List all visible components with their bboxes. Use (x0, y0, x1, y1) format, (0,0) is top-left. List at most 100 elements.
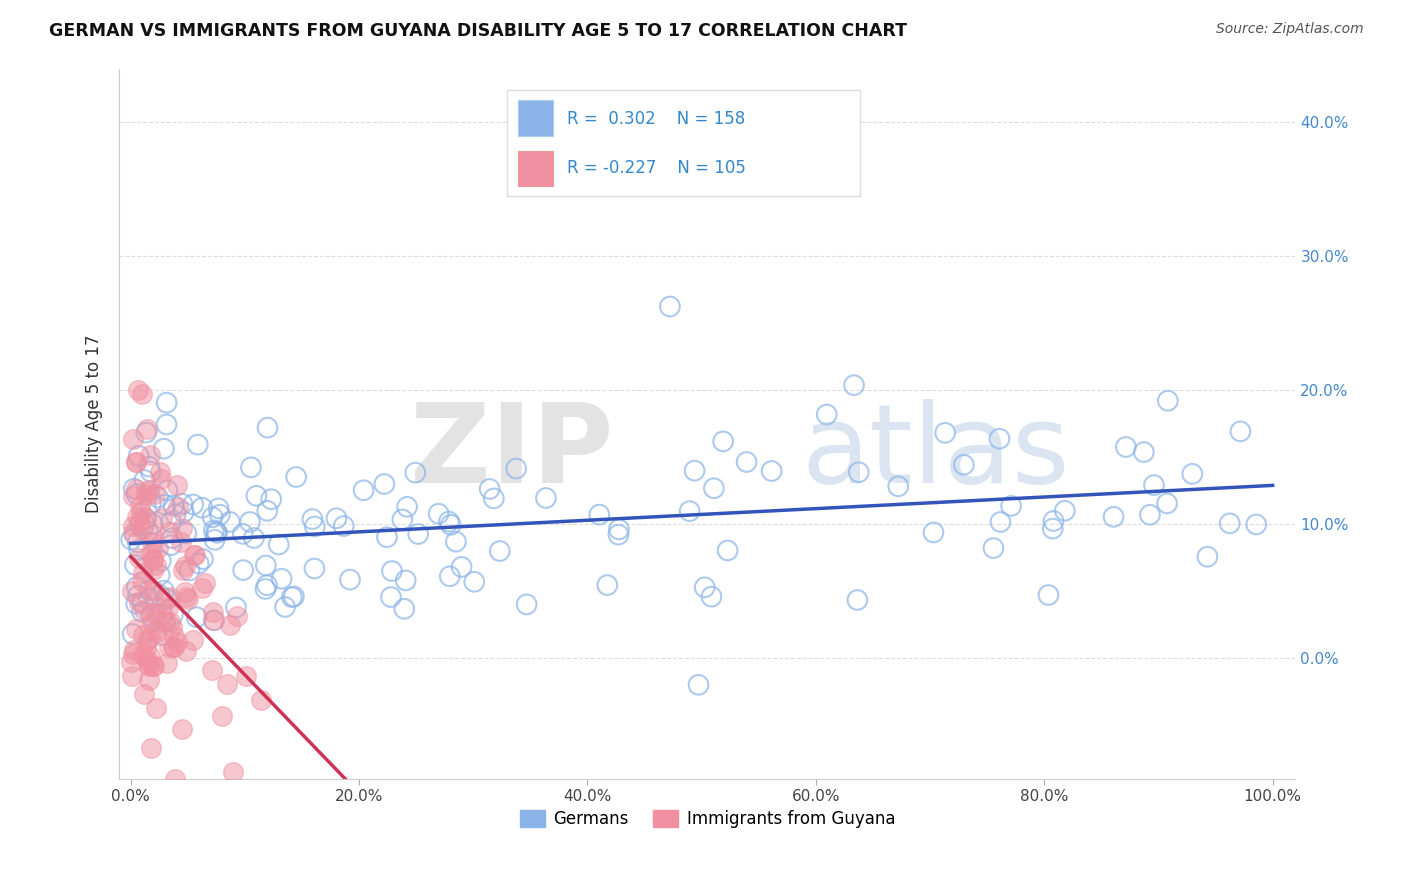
Point (450, 560, 472, 574)
Point (138, 583, 160, 598)
Point (167, 500, 190, 514)
Point (134, 511, 156, 525)
Point (444, 534, 467, 549)
Point (125, 487, 148, 501)
Point (887, 479, 910, 493)
Point (1181, 467, 1204, 481)
Point (138, 657, 160, 672)
Point (703, 481, 725, 495)
Point (145, 558, 167, 572)
Point (693, 580, 716, 594)
Point (1219, 516, 1241, 531)
Point (122, 647, 145, 661)
Point (240, 460, 263, 475)
Point (201, 605, 224, 619)
Point (208, 508, 231, 522)
Point (194, 575, 217, 590)
Point (124, 622, 146, 636)
Point (125, 455, 148, 469)
Point (121, 584, 143, 599)
Point (301, 512, 323, 526)
Point (1000, 499, 1022, 513)
Point (132, 648, 155, 662)
Point (125, 482, 148, 496)
Point (162, 531, 184, 545)
Point (131, 605, 153, 619)
Point (254, 558, 277, 573)
Point (139, 448, 162, 462)
Point (281, 590, 304, 604)
Point (846, 593, 869, 607)
Point (150, 628, 173, 642)
Point (149, 554, 172, 568)
Point (440, 517, 463, 532)
Point (658, 300, 681, 314)
Point (202, 524, 225, 538)
Point (711, 434, 734, 449)
Point (121, 627, 143, 641)
Point (138, 592, 160, 607)
Point (149, 466, 172, 480)
Point (332, 519, 354, 533)
Point (131, 595, 153, 609)
Point (222, 765, 245, 780)
Point (270, 572, 292, 586)
Point (163, 772, 186, 786)
Text: GERMAN VS IMMIGRANTS FROM GUYANA DISABILITY AGE 5 TO 17 CORRELATION CHART: GERMAN VS IMMIGRANTS FROM GUYANA DISABIL… (49, 22, 907, 40)
Point (922, 525, 945, 540)
Point (128, 542, 150, 557)
Point (131, 386, 153, 401)
Point (122, 482, 145, 496)
Point (381, 564, 404, 578)
Point (121, 432, 143, 446)
Point (256, 578, 278, 592)
Point (201, 663, 224, 677)
Point (1143, 478, 1166, 492)
Point (172, 521, 194, 535)
Point (141, 615, 163, 629)
Point (205, 524, 228, 539)
Point (243, 531, 266, 545)
Point (124, 558, 146, 572)
Point (136, 524, 159, 539)
Point (122, 519, 145, 533)
Point (122, 526, 145, 541)
Point (150, 510, 173, 524)
Point (128, 551, 150, 566)
Point (127, 535, 149, 549)
Point (176, 644, 198, 658)
Point (395, 574, 418, 588)
Point (146, 624, 169, 639)
Point (202, 613, 225, 627)
Point (488, 544, 510, 558)
Point (1197, 549, 1219, 564)
Point (153, 614, 176, 628)
Point (683, 464, 706, 478)
Point (735, 455, 758, 469)
Point (207, 501, 229, 516)
Point (122, 643, 145, 657)
Point (150, 472, 173, 486)
Point (1156, 496, 1178, 510)
Y-axis label: Disability Age 5 to 17: Disability Age 5 to 17 (86, 334, 103, 513)
Point (250, 693, 273, 707)
Point (136, 653, 159, 667)
Point (1042, 514, 1064, 528)
Point (187, 557, 209, 571)
Point (141, 546, 163, 560)
Point (1244, 517, 1267, 532)
Point (215, 677, 238, 691)
Point (166, 478, 188, 492)
Point (159, 590, 181, 604)
Point (181, 498, 204, 512)
Point (160, 516, 183, 530)
Point (205, 525, 228, 540)
Point (391, 512, 413, 526)
Point (124, 455, 146, 469)
Point (1102, 509, 1125, 524)
Point (934, 425, 956, 440)
Point (141, 534, 163, 549)
Point (153, 615, 176, 630)
Point (373, 477, 395, 491)
Point (122, 489, 145, 503)
